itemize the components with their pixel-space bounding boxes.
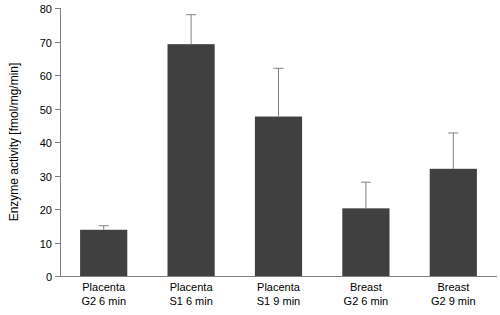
x-tick-label-line: Breast bbox=[350, 281, 382, 293]
y-tick bbox=[55, 75, 60, 76]
x-tick-label: Placenta S1 9 min bbox=[257, 281, 301, 307]
bar bbox=[342, 208, 389, 276]
x-tick-label-line: G2 6 min bbox=[81, 295, 126, 307]
chart-svg: 01020304050607080PlacentaG2 6 minPlacent… bbox=[0, 0, 500, 315]
y-tick bbox=[55, 142, 60, 143]
y-tick-label: 0 bbox=[46, 271, 52, 283]
error-bar bbox=[99, 226, 109, 230]
error-cap bbox=[274, 68, 284, 69]
x-tick-label: Placenta G2 6 min bbox=[81, 281, 126, 307]
bar bbox=[168, 44, 215, 276]
x-tick-label-line: S1 9 min bbox=[257, 295, 300, 307]
chart-container: 01020304050607080PlacentaG2 6 minPlacent… bbox=[0, 0, 500, 315]
y-axis-label: Enzyme activity [fmol/mg/min] bbox=[7, 63, 21, 222]
y-tick bbox=[55, 176, 60, 177]
y-tick bbox=[55, 109, 60, 110]
error-cap bbox=[99, 225, 109, 226]
bar bbox=[80, 230, 127, 276]
x-tick-label-line: Placenta bbox=[257, 281, 301, 293]
y-tick-label: 30 bbox=[40, 171, 52, 183]
error-stem bbox=[191, 15, 192, 44]
error-bar bbox=[274, 68, 284, 116]
x-tick-label-line: Placenta bbox=[82, 281, 126, 293]
bar bbox=[255, 117, 302, 276]
page: {"chart_data": {"type": "bar", "y_label"… bbox=[0, 0, 500, 315]
x-tick-label-line: Placenta bbox=[170, 281, 214, 293]
y-tick bbox=[55, 8, 60, 9]
y-tick bbox=[55, 42, 60, 43]
error-cap bbox=[186, 14, 196, 15]
y-tick-label: 80 bbox=[40, 3, 52, 15]
bar bbox=[430, 169, 477, 276]
x-tick-label-line: Breast bbox=[437, 281, 469, 293]
error-bar bbox=[448, 133, 458, 169]
x-tick-label-line: S1 6 min bbox=[169, 295, 212, 307]
error-bar bbox=[361, 182, 371, 208]
x-axis bbox=[60, 276, 497, 277]
y-tick-label: 40 bbox=[40, 137, 52, 149]
error-cap bbox=[361, 182, 371, 183]
error-cap bbox=[448, 132, 458, 133]
y-tick bbox=[55, 243, 60, 244]
x-tick-label-line: G2 6 min bbox=[344, 295, 389, 307]
y-tick-label: 60 bbox=[40, 70, 52, 82]
y-axis bbox=[60, 8, 61, 276]
y-tick-label: 20 bbox=[40, 204, 52, 216]
x-tick-label: Breast G2 9 min bbox=[431, 281, 476, 307]
x-tick-label: Breast G2 6 min bbox=[344, 281, 389, 307]
y-tick-label: 50 bbox=[40, 104, 52, 116]
error-bar bbox=[186, 15, 196, 44]
y-tick bbox=[55, 276, 60, 277]
x-tick-label: Placenta S1 6 min bbox=[169, 281, 213, 307]
x-tick-label-line: G2 9 min bbox=[431, 295, 476, 307]
y-tick-label: 70 bbox=[40, 37, 52, 49]
plot-area bbox=[80, 15, 477, 276]
error-stem bbox=[453, 133, 454, 169]
y-tick-label: 10 bbox=[40, 238, 52, 250]
error-stem bbox=[365, 182, 366, 208]
y-tick bbox=[55, 209, 60, 210]
error-stem bbox=[103, 226, 104, 230]
error-stem bbox=[278, 68, 279, 116]
